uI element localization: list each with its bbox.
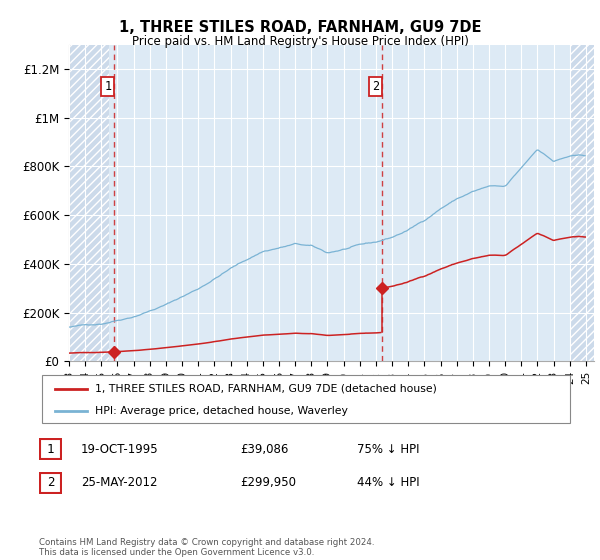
Text: 1: 1: [47, 442, 54, 456]
Text: 19-OCT-1995: 19-OCT-1995: [81, 442, 158, 456]
Text: 44% ↓ HPI: 44% ↓ HPI: [357, 476, 419, 489]
Bar: [69, 45, 109, 361]
Text: 1, THREE STILES ROAD, FARNHAM, GU9 7DE (detached house): 1, THREE STILES ROAD, FARNHAM, GU9 7DE (…: [95, 384, 437, 394]
Text: 2: 2: [372, 80, 379, 92]
Text: 2: 2: [47, 476, 54, 489]
Text: 1: 1: [104, 80, 112, 92]
Bar: [69, 45, 109, 361]
Text: 25-MAY-2012: 25-MAY-2012: [81, 476, 157, 489]
Text: HPI: Average price, detached house, Waverley: HPI: Average price, detached house, Wave…: [95, 406, 347, 416]
FancyBboxPatch shape: [40, 473, 61, 493]
FancyBboxPatch shape: [42, 375, 570, 423]
Bar: [570, 45, 594, 361]
Bar: [570, 45, 594, 361]
Text: £39,086: £39,086: [240, 442, 289, 456]
Text: £299,950: £299,950: [240, 476, 296, 489]
Text: 1, THREE STILES ROAD, FARNHAM, GU9 7DE: 1, THREE STILES ROAD, FARNHAM, GU9 7DE: [119, 20, 481, 35]
Text: Contains HM Land Registry data © Crown copyright and database right 2024.
This d: Contains HM Land Registry data © Crown c…: [39, 538, 374, 557]
Text: Price paid vs. HM Land Registry's House Price Index (HPI): Price paid vs. HM Land Registry's House …: [131, 35, 469, 48]
Text: 75% ↓ HPI: 75% ↓ HPI: [357, 442, 419, 456]
FancyBboxPatch shape: [40, 439, 61, 459]
